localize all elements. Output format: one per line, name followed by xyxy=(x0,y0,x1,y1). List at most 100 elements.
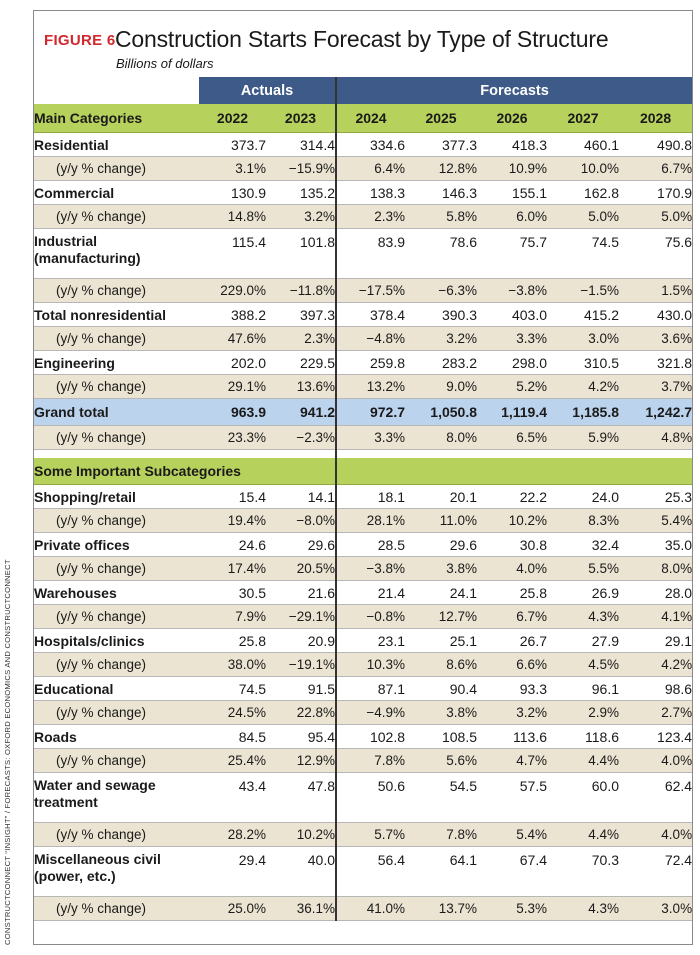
change-total-nonresidential-2028: 3.6% xyxy=(619,326,693,351)
group-header-forecasts: Forecasts xyxy=(336,77,693,104)
value-miscellaneous-civil-power-etc-2022: 29.4 xyxy=(199,846,266,897)
value-commercial-2026: 155.1 xyxy=(477,180,548,205)
value-commercial-2023: 135.2 xyxy=(266,180,338,205)
value-grand-total-2024: 972.7 xyxy=(336,398,406,426)
change-label-total-nonresidential: (y/y % change) xyxy=(34,326,199,351)
change-residential-2028: 6.7% xyxy=(619,156,693,181)
row-total-nonresidential: Total nonresidential 388.2 397.3 378.4 390.3… xyxy=(34,302,693,327)
value-miscellaneous-civil-power-etc-2023: 40.0 xyxy=(266,846,338,897)
change-private-offices-2027: 5.5% xyxy=(547,556,620,581)
figure-subtitle: Billions of dollars xyxy=(116,56,214,71)
row-warehouses: Warehouses 30.5 21.6 21.4 24.1 25.8 26.9 28.0 xyxy=(34,580,693,605)
year-header-2028: 2028 xyxy=(619,104,693,133)
change-grand-total-2023: −2.3% xyxy=(266,425,338,450)
change-industrial-manufacturing-2026: −3.8% xyxy=(477,278,548,303)
change-label-commercial: (y/y % change) xyxy=(34,204,199,229)
row-label-engineering: Engineering xyxy=(34,350,199,375)
change-row-hospitals-clinics: (y/y % change) 38.0% −19.1% 10.3% 8.6% 6.6% 4.… xyxy=(34,652,693,677)
spacer-cell xyxy=(547,449,620,458)
value-roads-2022: 84.5 xyxy=(199,724,266,749)
change-warehouses-2023: −29.1% xyxy=(266,604,338,629)
change-commercial-2027: 5.0% xyxy=(547,204,620,229)
change-grand-total-2024: 3.3% xyxy=(336,425,406,450)
change-label-industrial-manufacturing: (y/y % change) xyxy=(34,278,199,303)
value-roads-2027: 118.6 xyxy=(547,724,620,749)
value-engineering-2023: 229.5 xyxy=(266,350,338,375)
change-shopping-retail-2026: 10.2% xyxy=(477,508,548,533)
side-credit: CONSTRUCTCONNECT “INSIGHT” / FORECASTS: … xyxy=(3,559,12,945)
row-label-water-and-sewage-treatment: Water and sewage treatment xyxy=(34,772,199,823)
value-water-and-sewage-treatment-2027: 60.0 xyxy=(547,772,620,823)
change-educational-2023: 22.8% xyxy=(266,700,338,725)
change-shopping-retail-2023: −8.0% xyxy=(266,508,338,533)
value-commercial-2027: 162.8 xyxy=(547,180,620,205)
value-residential-2023: 314.4 xyxy=(266,132,338,157)
change-row-grand-total: (y/y % change) 23.3% −2.3% 3.3% 8.0% 6.5% 5.9%… xyxy=(34,425,693,450)
year-header-2027: 2027 xyxy=(547,104,620,133)
value-educational-2024: 87.1 xyxy=(336,676,406,701)
value-miscellaneous-civil-power-etc-2026: 67.4 xyxy=(477,846,548,897)
spacer-cell xyxy=(34,449,199,458)
change-label-warehouses: (y/y % change) xyxy=(34,604,199,629)
change-hospitals-clinics-2025: 8.6% xyxy=(405,652,478,677)
value-shopping-retail-2024: 18.1 xyxy=(336,484,406,509)
change-industrial-manufacturing-2024: −17.5% xyxy=(336,278,406,303)
change-educational-2024: −4.9% xyxy=(336,700,406,725)
change-shopping-retail-2028: 5.4% xyxy=(619,508,693,533)
value-hospitals-clinics-2027: 27.9 xyxy=(547,628,620,653)
row-residential: Residential 373.7 314.4 334.6 377.3 418.3 460.… xyxy=(34,132,693,157)
figure-frame: FIGURE 6 Construction Starts Forecast by… xyxy=(33,10,693,945)
main-categories-header-label: Main Categories xyxy=(34,104,199,133)
change-educational-2027: 2.9% xyxy=(547,700,620,725)
value-engineering-2024: 259.8 xyxy=(336,350,406,375)
change-private-offices-2028: 8.0% xyxy=(619,556,693,581)
row-label-warehouses: Warehouses xyxy=(34,580,199,605)
change-total-nonresidential-2026: 3.3% xyxy=(477,326,548,351)
change-water-and-sewage-treatment-2027: 4.4% xyxy=(547,822,620,847)
value-engineering-2022: 202.0 xyxy=(199,350,266,375)
row-commercial: Commercial 130.9 135.2 138.3 146.3 155.1 162.8… xyxy=(34,180,693,205)
row-hospitals-clinics: Hospitals/clinics 25.8 20.9 23.1 25.1 26.7 27.… xyxy=(34,628,693,653)
value-water-and-sewage-treatment-2024: 50.6 xyxy=(336,772,406,823)
subcategories-header-cell xyxy=(547,458,620,485)
value-total-nonresidential-2027: 415.2 xyxy=(547,302,620,327)
change-private-offices-2022: 17.4% xyxy=(199,556,266,581)
row-roads: Roads 84.5 95.4 102.8 108.5 113.6 118.6 123.4 xyxy=(34,724,693,749)
row-miscellaneous-civil-power-etc: Miscellaneous civil (power, etc.) 29.4 40.… xyxy=(34,846,693,897)
value-shopping-retail-2027: 24.0 xyxy=(547,484,620,509)
value-water-and-sewage-treatment-2028: 62.4 xyxy=(619,772,693,823)
value-shopping-retail-2025: 20.1 xyxy=(405,484,478,509)
change-educational-2025: 3.8% xyxy=(405,700,478,725)
value-grand-total-2025: 1,050.8 xyxy=(405,398,478,426)
value-grand-total-2028: 1,242.7 xyxy=(619,398,693,426)
figure-label: FIGURE 6 xyxy=(44,32,116,49)
value-private-offices-2026: 30.8 xyxy=(477,532,548,557)
subcategories-header-cell xyxy=(405,458,478,485)
value-roads-2024: 102.8 xyxy=(336,724,406,749)
change-commercial-2028: 5.0% xyxy=(619,204,693,229)
value-warehouses-2024: 21.4 xyxy=(336,580,406,605)
change-grand-total-2028: 4.8% xyxy=(619,425,693,450)
section-spacer xyxy=(34,449,693,458)
change-grand-total-2025: 8.0% xyxy=(405,425,478,450)
value-water-and-sewage-treatment-2026: 57.5 xyxy=(477,772,548,823)
subcategories-header-cell xyxy=(336,458,406,485)
value-roads-2026: 113.6 xyxy=(477,724,548,749)
change-label-residential: (y/y % change) xyxy=(34,156,199,181)
value-residential-2027: 460.1 xyxy=(547,132,620,157)
change-water-and-sewage-treatment-2023: 10.2% xyxy=(266,822,338,847)
change-shopping-retail-2022: 19.4% xyxy=(199,508,266,533)
change-row-educational: (y/y % change) 24.5% 22.8% −4.9% 3.8% 3.2% 2.9… xyxy=(34,700,693,725)
value-miscellaneous-civil-power-etc-2028: 72.4 xyxy=(619,846,693,897)
row-label-industrial-manufacturing: Industrial (manufacturing) xyxy=(34,228,199,279)
value-grand-total-2023: 941.2 xyxy=(266,398,338,426)
change-row-shopping-retail: (y/y % change) 19.4% −8.0% 28.1% 11.0% 10.2% 8… xyxy=(34,508,693,533)
value-industrial-manufacturing-2027: 74.5 xyxy=(547,228,620,279)
value-total-nonresidential-2024: 378.4 xyxy=(336,302,406,327)
change-educational-2028: 2.7% xyxy=(619,700,693,725)
subcategories-header-cell xyxy=(477,458,548,485)
change-educational-2026: 3.2% xyxy=(477,700,548,725)
value-engineering-2026: 298.0 xyxy=(477,350,548,375)
main-categories-header: Main Categories 2022 2023 2024 2025 2026 2027 2… xyxy=(34,104,693,133)
group-header-actuals: Actuals xyxy=(199,77,338,104)
